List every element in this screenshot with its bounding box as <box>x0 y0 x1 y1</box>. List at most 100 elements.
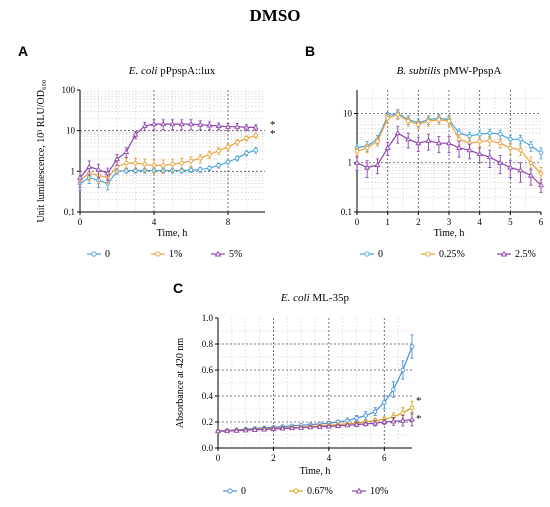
panel-letter: A <box>18 43 28 59</box>
data-point <box>243 124 250 130</box>
panel-B: 0.1 1 10 0 1 2 3 4 5 6 B B. subtilis pMW-PpspA Time,… <box>305 43 544 260</box>
data-point <box>253 147 258 153</box>
legend-item: 0.25% <box>421 249 465 260</box>
data-point <box>133 160 138 166</box>
grid-A <box>80 90 265 212</box>
data-point <box>170 161 175 167</box>
legend-label: 0.67% <box>307 486 333 497</box>
legend-label: 0 <box>105 249 110 260</box>
data-point <box>528 160 534 165</box>
data-point <box>307 424 314 430</box>
x-tick-label: 0 <box>78 217 83 227</box>
legend-item: 10% <box>352 486 388 497</box>
data-point <box>467 133 472 139</box>
panel-letter: B <box>305 43 315 59</box>
x-tick-label: 2 <box>271 453 276 463</box>
legend-item: 0 <box>223 486 246 497</box>
legend-marker <box>355 487 363 494</box>
y-axis-label: Unit luminescence, 10³ RLU/OD₆₀₀ <box>36 79 47 222</box>
data-point <box>354 159 360 165</box>
data-point <box>409 344 415 349</box>
data-point <box>316 423 323 429</box>
data-point <box>400 367 406 373</box>
x-tick-label: 4 <box>477 217 482 227</box>
data-point <box>261 426 268 432</box>
series-line <box>79 123 256 178</box>
data-point <box>477 131 482 137</box>
data-point <box>446 118 452 124</box>
x-tick-label: 5 <box>508 217 513 227</box>
panel-title-construct: pPpspA::lux <box>157 65 215 77</box>
data-point <box>123 148 130 154</box>
data-point <box>234 123 241 129</box>
data-point <box>224 428 231 434</box>
series-2.5% <box>354 125 544 193</box>
data-point <box>142 161 147 167</box>
series-5% <box>77 119 259 188</box>
y-tick-label: 10 <box>66 126 76 136</box>
data-point <box>466 147 473 153</box>
y-tick-label: 0.4 <box>202 391 214 401</box>
legend-item: 0 <box>360 249 383 260</box>
data-point <box>405 136 412 142</box>
y-tick-label: 100 <box>62 85 76 95</box>
data-point <box>399 417 406 423</box>
data-point <box>364 145 370 151</box>
data-point <box>335 422 341 428</box>
data-point <box>251 426 258 432</box>
significance-star: * <box>416 395 422 407</box>
y-tick-label: 0.2 <box>202 417 213 427</box>
data-point <box>252 124 259 130</box>
legend-C: 0 0.67% 10% <box>223 486 388 497</box>
data-point <box>497 131 503 137</box>
data-point <box>95 166 102 172</box>
data-point <box>353 421 360 427</box>
data-point <box>381 418 388 425</box>
data-point <box>141 122 148 129</box>
data-point <box>206 122 213 128</box>
legend-marker <box>500 250 508 257</box>
series-line <box>218 418 413 432</box>
legend-marker <box>91 251 97 257</box>
legend-label: 0 <box>378 249 383 260</box>
data-point <box>215 428 221 434</box>
x-tick-label: 6 <box>382 453 387 463</box>
data-point <box>207 152 212 157</box>
data-point <box>374 161 381 168</box>
data-point <box>416 122 421 127</box>
data-point <box>409 405 415 410</box>
data-point <box>456 137 462 142</box>
data-point <box>253 133 258 138</box>
data-point <box>354 149 360 154</box>
data-point <box>325 423 332 429</box>
panel-title-organism: B. subtilis <box>397 65 441 77</box>
data-point <box>234 155 240 161</box>
y-axis-label: Absorbance at 420 nm <box>175 338 186 428</box>
data-point <box>77 174 83 180</box>
data-point <box>527 172 534 178</box>
significance-star: * <box>270 119 276 131</box>
data-point <box>487 138 493 143</box>
panel-title: E. coli pPpspA::lux <box>128 65 216 77</box>
data-point <box>234 139 240 145</box>
x-tick-label: 4 <box>152 217 157 227</box>
data-point <box>487 130 493 136</box>
data-point <box>151 121 157 127</box>
panel-C: 0.0 0.2 0.4 0.6 0.8 1.0 0 2 4 6 C E. coli ML-35p Tim… <box>173 280 422 497</box>
data-point <box>362 420 369 426</box>
data-point <box>197 167 203 172</box>
data-point <box>363 413 368 418</box>
data-point <box>497 159 504 165</box>
data-point <box>289 425 295 431</box>
legend-label: 0.25% <box>439 249 465 260</box>
data-point <box>538 182 544 188</box>
data-point <box>197 155 203 161</box>
data-point <box>216 163 221 168</box>
series-0.25% <box>354 110 544 183</box>
data-point <box>207 165 212 171</box>
y-tick-label: 1 <box>71 166 76 176</box>
x-axis-label: Time, h <box>434 228 465 239</box>
data-point <box>225 159 231 165</box>
data-point <box>508 137 513 142</box>
data-point <box>446 140 452 146</box>
